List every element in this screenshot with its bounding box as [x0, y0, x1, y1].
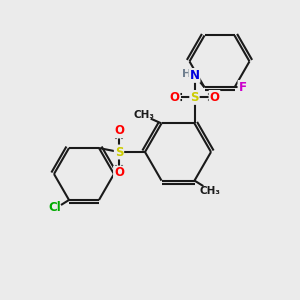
Text: F: F — [238, 81, 247, 94]
Text: N: N — [190, 69, 200, 82]
Text: O: O — [114, 167, 124, 179]
Text: O: O — [169, 91, 179, 104]
Text: S: S — [115, 146, 123, 158]
Text: O: O — [209, 91, 220, 104]
Text: H: H — [182, 69, 191, 80]
Text: Cl: Cl — [49, 202, 62, 214]
Text: S: S — [190, 91, 199, 104]
Text: CH₃: CH₃ — [200, 186, 221, 196]
Text: CH₃: CH₃ — [133, 110, 154, 120]
Text: O: O — [114, 124, 124, 137]
